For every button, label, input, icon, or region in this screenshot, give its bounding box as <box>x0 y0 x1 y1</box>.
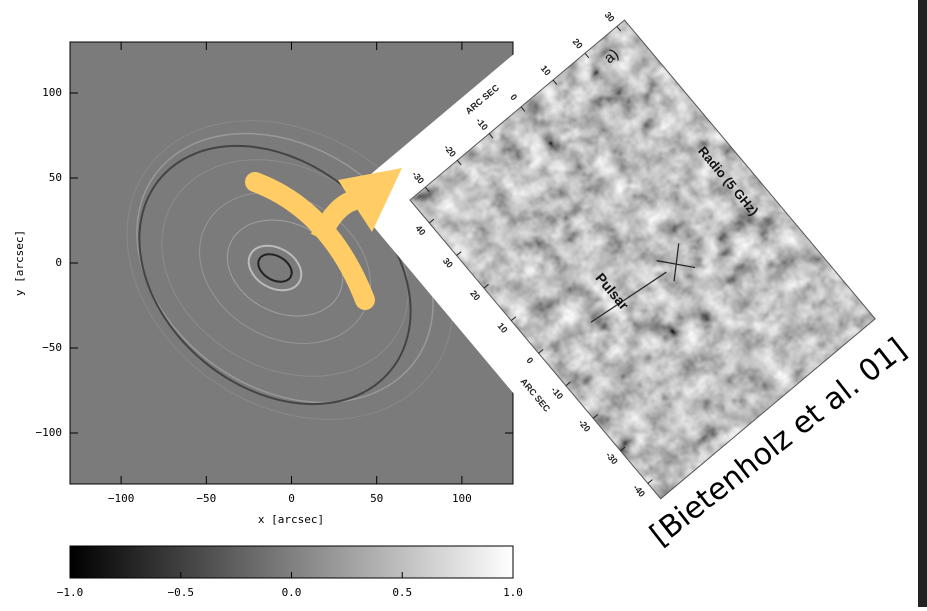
page: −100 −50 0 50 100 −100 −50 0 50 100 x [arcsec] y … <box>0 0 927 607</box>
y-tick-label: 100 <box>42 86 62 99</box>
y-tick-label: 0 <box>55 256 62 269</box>
x-tick-label: 50 <box>370 492 383 505</box>
y-tick-label: −50 <box>42 341 62 354</box>
colorbar-tick-label: 1.0 <box>503 586 523 599</box>
colorbar-tick-label: 0.0 <box>282 586 302 599</box>
slide: −100 −50 0 50 100 −100 −50 0 50 100 x [arcsec] y … <box>0 0 927 607</box>
colorbar-tick-label: 0.5 <box>392 586 412 599</box>
x-tick-label: 100 <box>452 492 472 505</box>
x-tick-label: −100 <box>108 492 135 505</box>
y-axis-label: y [arcsec] <box>13 230 26 296</box>
x-tick-label: 0 <box>288 492 295 505</box>
x-tick-label: −50 <box>196 492 216 505</box>
y-tick-label: 50 <box>49 171 62 184</box>
x-axis-label: x [arcsec] <box>258 513 324 526</box>
edge-bar <box>918 0 927 607</box>
colorbar-tick-label: −1.0 <box>57 586 84 599</box>
y-tick-label: −100 <box>36 426 63 439</box>
colorbar-tick-label: −0.5 <box>168 586 195 599</box>
